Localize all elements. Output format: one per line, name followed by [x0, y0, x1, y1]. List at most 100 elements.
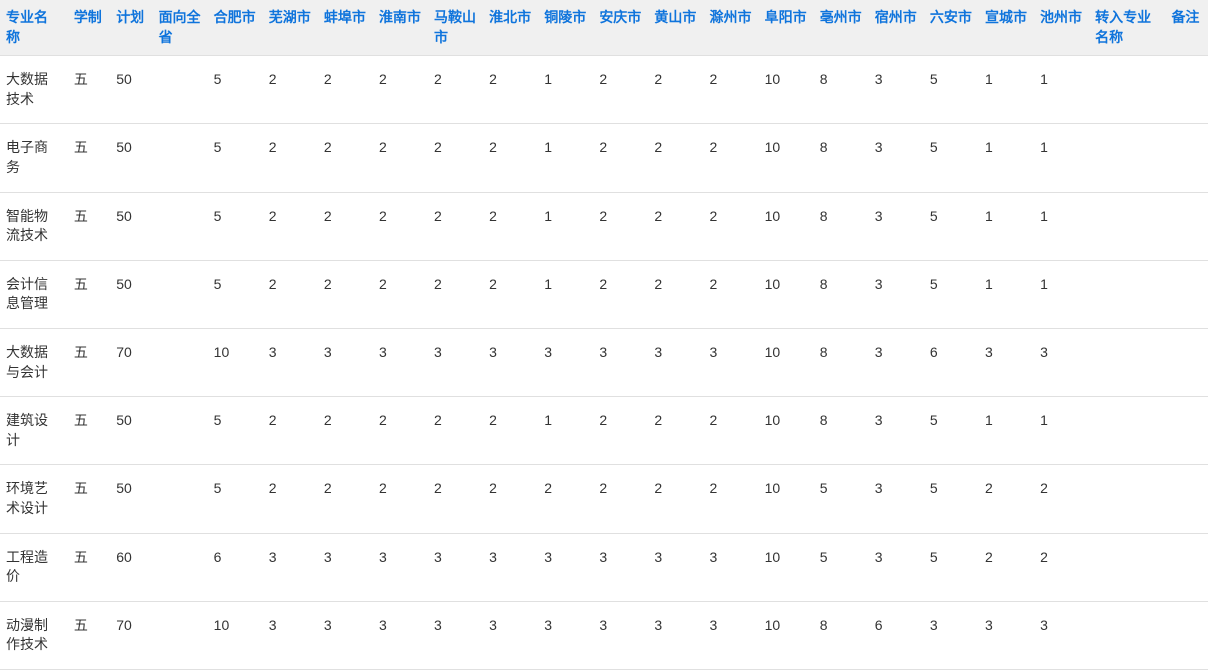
table-cell: 10: [759, 124, 814, 192]
table-cell: 2: [428, 192, 483, 260]
col-header-transfer: 转入专业名称: [1089, 0, 1165, 56]
table-cell: 3: [593, 601, 648, 669]
table-cell: 3: [648, 601, 703, 669]
table-cell: 5: [924, 533, 979, 601]
table-cell: 五: [68, 328, 110, 396]
table-cell: 2: [648, 192, 703, 260]
table-cell: [153, 260, 208, 328]
table-cell: 1: [1034, 397, 1089, 465]
table-cell: 10: [759, 260, 814, 328]
table-cell: 8: [814, 56, 869, 124]
table-cell: 5: [924, 56, 979, 124]
table-cell: 3: [483, 328, 538, 396]
table-header-row: 专业名称 学制 计划 面向全省 合肥市 芜湖市 蚌埠市 淮南市 马鞍山市 淮北市…: [0, 0, 1208, 56]
table-cell: 2: [318, 192, 373, 260]
table-cell: 1: [1034, 260, 1089, 328]
table-cell: 3: [593, 328, 648, 396]
table-cell: [153, 533, 208, 601]
table-cell: [1089, 397, 1165, 465]
col-header-huaibei: 淮北市: [483, 0, 538, 56]
table-cell: 70: [110, 328, 152, 396]
table-cell: 1: [979, 192, 1034, 260]
table-cell: [1165, 533, 1208, 601]
table-cell: 2: [428, 465, 483, 533]
col-header-xuancheng: 宣城市: [979, 0, 1034, 56]
table-cell: 3: [979, 328, 1034, 396]
table-row: 大数据与会计五70103333333331083633: [0, 328, 1208, 396]
table-cell: [1165, 465, 1208, 533]
table-cell: 1: [979, 56, 1034, 124]
table-cell: 2: [483, 465, 538, 533]
table-cell: 2: [263, 124, 318, 192]
table-cell: 8: [814, 192, 869, 260]
table-cell: 1: [538, 56, 593, 124]
col-header-chizhou: 池州市: [1034, 0, 1089, 56]
table-cell: 3: [924, 601, 979, 669]
table-cell: 电子商务: [0, 124, 68, 192]
table-cell: 2: [428, 124, 483, 192]
table-cell: 2: [648, 465, 703, 533]
col-header-province: 面向全省: [153, 0, 208, 56]
table-cell: 2: [373, 260, 428, 328]
table-row: 会计信息管理五5052222212221083511: [0, 260, 1208, 328]
table-cell: 3: [869, 533, 924, 601]
col-header-major: 专业名称: [0, 0, 68, 56]
table-cell: 2: [648, 260, 703, 328]
table-cell: 10: [208, 601, 263, 669]
table-cell: 2: [263, 192, 318, 260]
table-cell: 2: [704, 465, 759, 533]
table-cell: [153, 397, 208, 465]
table-row: 动漫制作技术五70103333333331086333: [0, 601, 1208, 669]
table-cell: 6: [869, 601, 924, 669]
table-cell: [1089, 124, 1165, 192]
table-cell: 5: [208, 260, 263, 328]
table-cell: 五: [68, 192, 110, 260]
col-header-huangshan: 黄山市: [648, 0, 703, 56]
table-cell: [1089, 601, 1165, 669]
table-cell: 2: [648, 56, 703, 124]
table-cell: 2: [318, 260, 373, 328]
table-cell: 3: [538, 601, 593, 669]
table-cell: 五: [68, 465, 110, 533]
table-cell: 10: [759, 192, 814, 260]
col-header-wuhu: 芜湖市: [263, 0, 318, 56]
table-cell: 1: [538, 397, 593, 465]
table-cell: 3: [869, 192, 924, 260]
table-cell: 3: [704, 533, 759, 601]
table-cell: 3: [704, 328, 759, 396]
table-cell: 3: [263, 533, 318, 601]
table-body: 大数据技术五5052222212221083511电子商务五5052222212…: [0, 56, 1208, 670]
table-cell: [153, 124, 208, 192]
table-cell: 1: [538, 260, 593, 328]
table-cell: 6: [924, 328, 979, 396]
table-cell: 2: [979, 533, 1034, 601]
col-header-huainan: 淮南市: [373, 0, 428, 56]
col-header-suzhou: 宿州市: [869, 0, 924, 56]
table-cell: 3: [869, 465, 924, 533]
table-cell: [1089, 260, 1165, 328]
table-cell: 3: [648, 328, 703, 396]
table-cell: 10: [208, 328, 263, 396]
table-cell: 环境艺术设计: [0, 465, 68, 533]
table-cell: 1: [1034, 124, 1089, 192]
table-cell: [1165, 56, 1208, 124]
table-cell: 3: [263, 601, 318, 669]
table-cell: 2: [318, 124, 373, 192]
table-cell: 3: [373, 328, 428, 396]
table-cell: 2: [1034, 533, 1089, 601]
table-cell: 智能物流技术: [0, 192, 68, 260]
table-cell: 3: [648, 533, 703, 601]
table-cell: 会计信息管理: [0, 260, 68, 328]
table-cell: 2: [593, 192, 648, 260]
table-cell: 1: [979, 124, 1034, 192]
table-cell: 2: [593, 397, 648, 465]
table-cell: 3: [979, 601, 1034, 669]
table-cell: 2: [373, 124, 428, 192]
table-cell: 3: [869, 328, 924, 396]
col-header-anqing: 安庆市: [593, 0, 648, 56]
table-cell: 五: [68, 260, 110, 328]
table-cell: 5: [208, 56, 263, 124]
table-cell: 50: [110, 260, 152, 328]
table-cell: 五: [68, 56, 110, 124]
table-cell: 5: [924, 397, 979, 465]
